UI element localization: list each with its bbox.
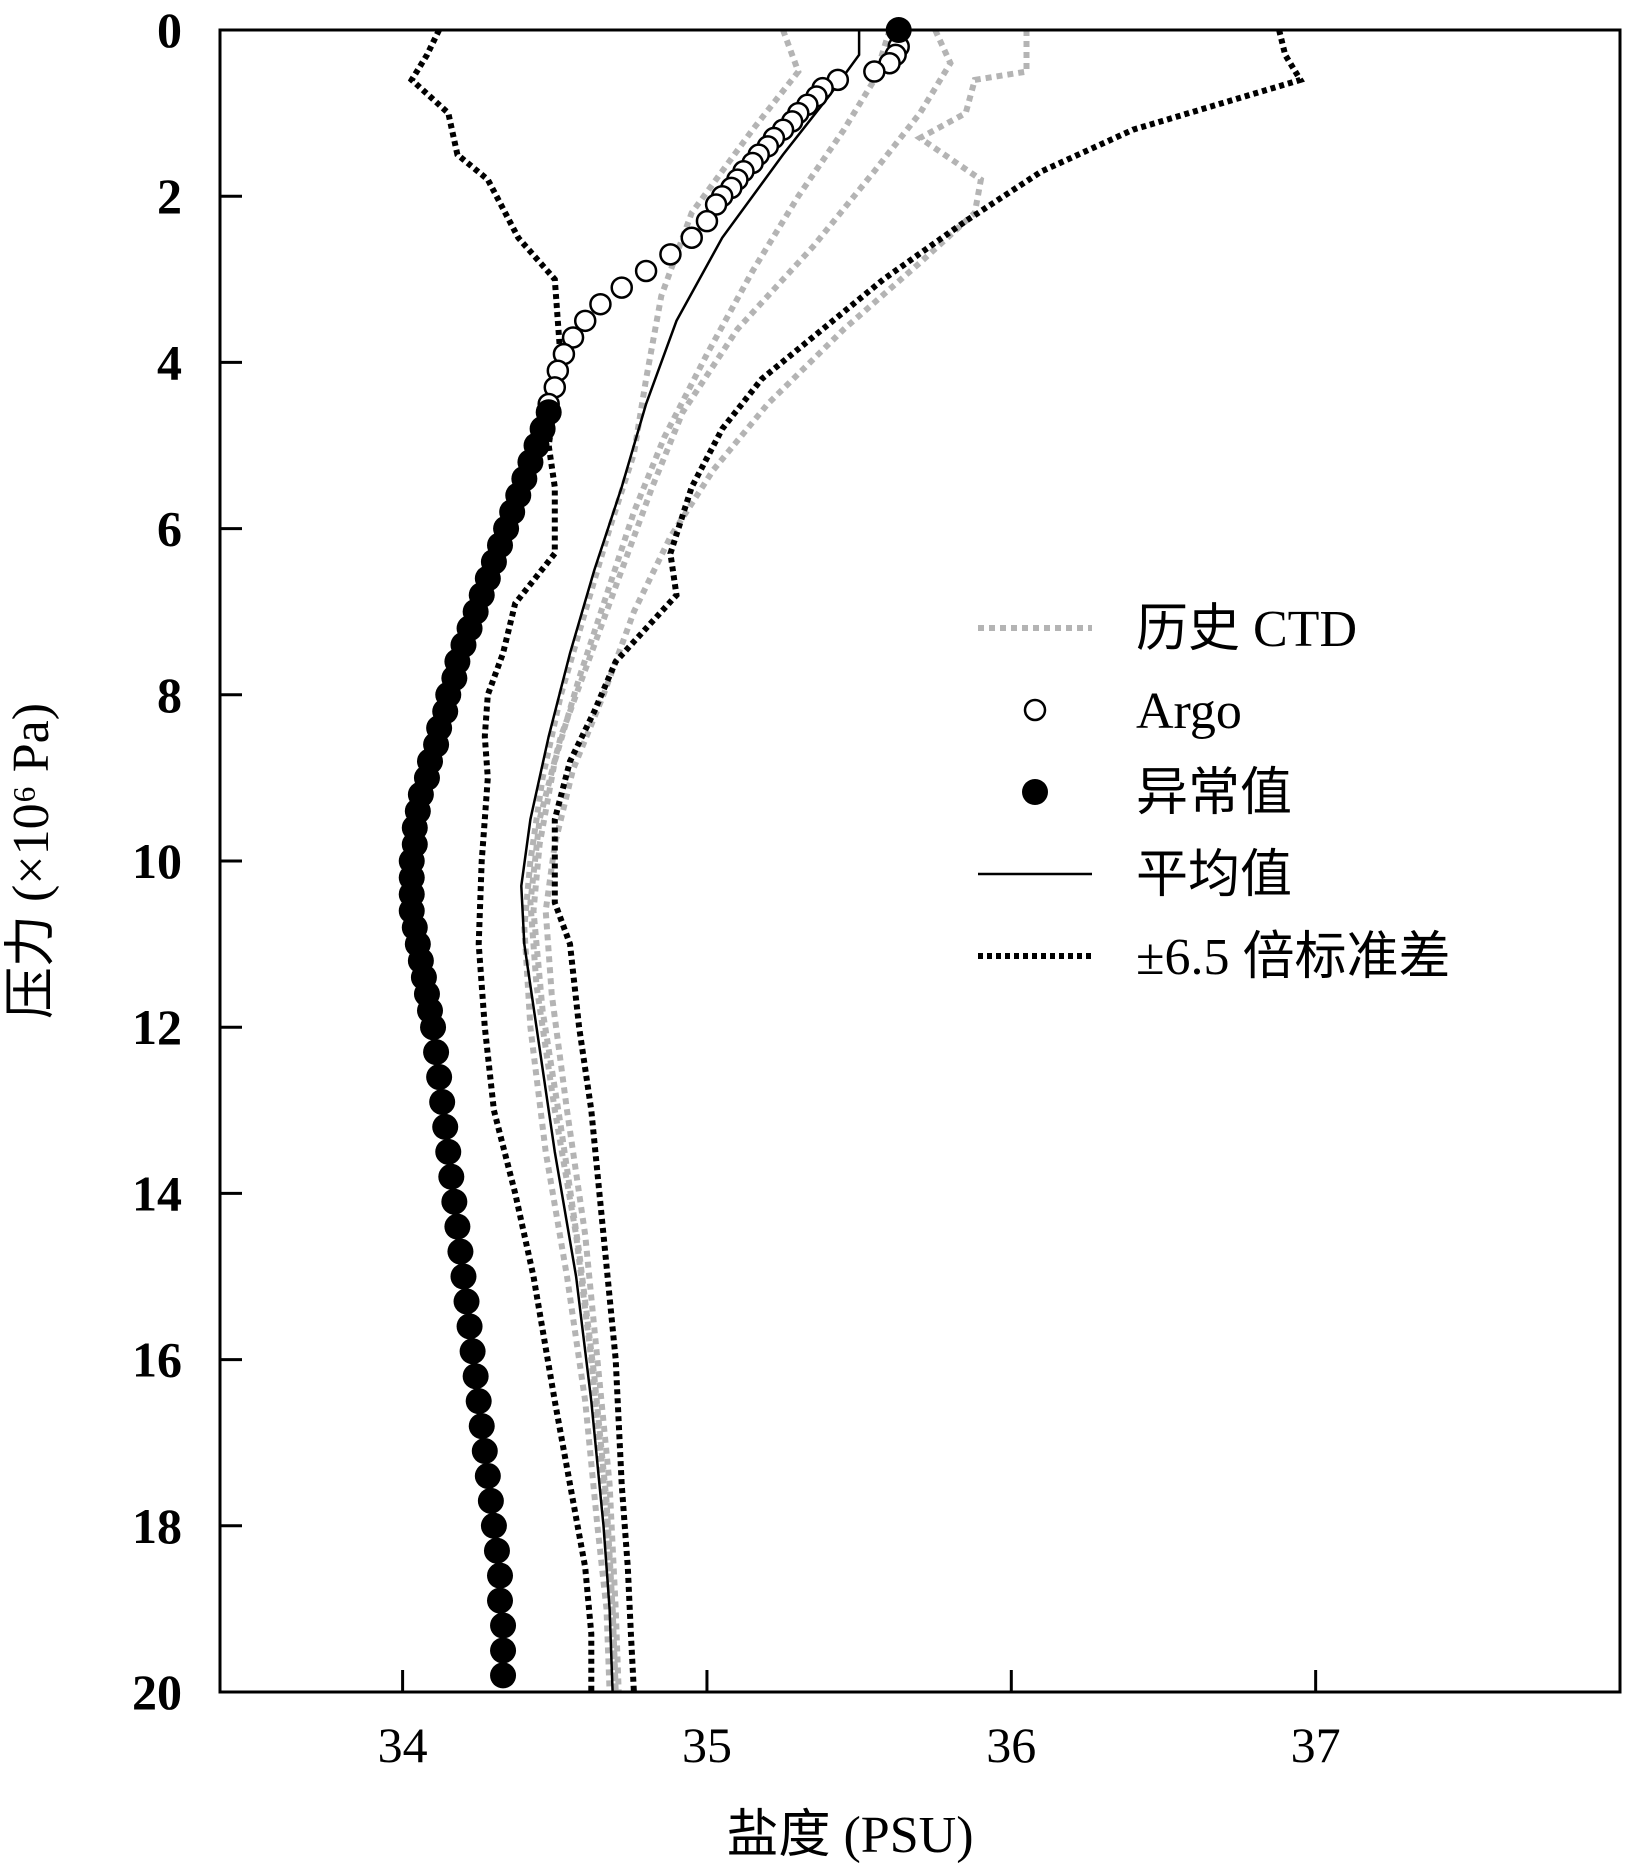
outlier-point-57 xyxy=(477,1487,504,1514)
outlier-point-59 xyxy=(483,1537,510,1564)
std-bound-line-1 xyxy=(407,28,595,1692)
x-tick-label-1: 35 xyxy=(682,1717,732,1773)
legend-label-4: ±6.5 倍标准差 xyxy=(1136,929,1451,986)
argo-point-19 xyxy=(704,193,728,216)
argo-point-22 xyxy=(659,243,682,266)
outlier-point-58 xyxy=(480,1512,507,1539)
y-tick-label-7: 14 xyxy=(132,1165,182,1221)
outlier-point-47 xyxy=(447,1238,474,1265)
argo-point-25 xyxy=(589,292,612,316)
outlier-point-39 xyxy=(423,1039,450,1066)
outlier-point-44 xyxy=(438,1163,465,1190)
outlier-point-38 xyxy=(420,1014,447,1041)
argo-point-20 xyxy=(695,209,719,233)
y-tick-label-8: 16 xyxy=(132,1332,182,1388)
ctd-profile-line-5 xyxy=(521,28,802,1693)
outlier-point-54 xyxy=(468,1413,495,1440)
argo-point-3 xyxy=(863,60,886,83)
legend-label-1: Argo xyxy=(1136,683,1242,740)
outlier-point-51 xyxy=(459,1338,486,1365)
outlier-point-45 xyxy=(441,1188,468,1215)
argo-point-23 xyxy=(634,259,658,283)
y-tick-label-1: 2 xyxy=(157,168,182,224)
y-tick-label-0: 0 xyxy=(157,2,182,58)
y-tick-label-2: 4 xyxy=(157,334,182,390)
x-tick-label-3: 37 xyxy=(1291,1717,1341,1773)
argo-point-21 xyxy=(680,226,703,249)
x-tick-label-0: 34 xyxy=(378,1717,428,1773)
outlier-point-50 xyxy=(456,1313,483,1340)
outlier-point-64 xyxy=(490,1662,517,1689)
outlier-point-48 xyxy=(450,1263,477,1290)
outlier-point-55 xyxy=(471,1438,498,1465)
y-axis-title: 压力 (×10⁶ Pa) xyxy=(3,703,60,1019)
y-tick-label-5: 10 xyxy=(132,833,182,889)
legend-label-3: 平均值 xyxy=(1136,847,1292,904)
plot-frame xyxy=(218,28,1622,1694)
outlier-point-41 xyxy=(429,1088,456,1115)
outlier-point-43 xyxy=(435,1138,462,1165)
outlier-point-46 xyxy=(444,1213,471,1240)
y-tick-label-4: 8 xyxy=(157,667,182,723)
argo-point-24 xyxy=(610,276,633,299)
y-tick-label-3: 6 xyxy=(157,501,182,557)
legend-label-2: 异常值 xyxy=(1136,765,1292,822)
argo-point-26 xyxy=(573,309,597,333)
ctd-profile-line-3 xyxy=(527,28,954,1693)
y-tick-label-6: 12 xyxy=(132,999,182,1055)
std-bound-line-2 xyxy=(551,29,1305,1693)
mean-line xyxy=(520,30,861,1693)
y-tick-label-9: 18 xyxy=(132,1498,182,1554)
ctd-profile-line-4 xyxy=(542,30,1030,1693)
outlier-point-60 xyxy=(487,1562,513,1589)
axes: 0 2 4 6 8 10 12 14 16 18 20 34 35 36 37 xyxy=(132,2,1341,1773)
plot-area xyxy=(398,17,1305,1693)
outlier-point-53 xyxy=(465,1388,492,1415)
argo-point-27 xyxy=(561,326,585,349)
outlier-point-52 xyxy=(462,1363,489,1390)
outlier-point-63 xyxy=(490,1637,517,1664)
outlier-point-61 xyxy=(487,1587,513,1614)
legend-label-0: 历史 CTD xyxy=(1136,601,1357,658)
outlier-point-49 xyxy=(453,1288,480,1315)
outlier-point-56 xyxy=(474,1462,501,1489)
x-tick-label-2: 36 xyxy=(986,1717,1036,1773)
y-tick-label-10: 20 xyxy=(132,1664,182,1720)
outlier-point-42 xyxy=(432,1113,459,1140)
outlier-point-40 xyxy=(426,1064,453,1091)
ctd-profile-line-6 xyxy=(530,29,893,1693)
legend-swatch-outlier xyxy=(1022,779,1048,805)
outlier-point-62 xyxy=(490,1612,517,1639)
x-axis-title: 盐度 (PSU) xyxy=(726,1807,973,1864)
legend-swatch-argo xyxy=(1023,698,1047,722)
